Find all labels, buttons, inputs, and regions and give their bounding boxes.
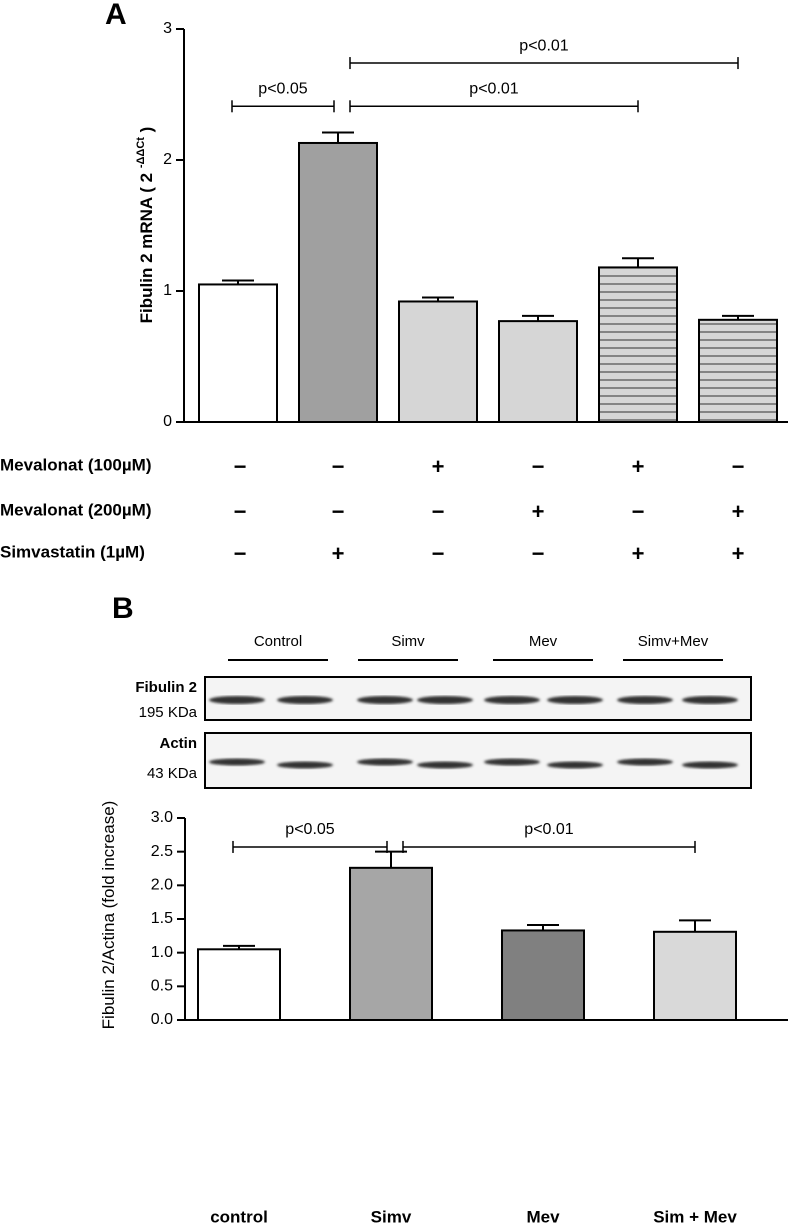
y-tick-label: 0 xyxy=(163,413,172,430)
condition-sign: − xyxy=(332,454,345,479)
bar xyxy=(498,320,578,424)
bar xyxy=(398,300,478,424)
y-tick-label: 2.0 xyxy=(151,877,173,894)
significance-label: p<0.01 xyxy=(524,821,573,838)
y-tick-label: 1 xyxy=(163,282,172,299)
blot-band xyxy=(357,758,413,766)
blot-band xyxy=(209,758,265,766)
condition-sign: − xyxy=(234,499,247,524)
condition-label: Simvastatin (1µM) xyxy=(0,542,145,561)
condition-sign: + xyxy=(332,541,345,566)
y-tick-label: 3.0 xyxy=(151,809,173,826)
y-tick-label: 2.5 xyxy=(151,843,173,860)
condition-sign: + xyxy=(532,499,545,524)
y-tick-label: 2 xyxy=(163,151,172,168)
bar xyxy=(198,283,278,424)
blot-name: Actin xyxy=(160,735,198,752)
condition-sign: − xyxy=(432,499,445,524)
blot-size: 195 KDa xyxy=(139,704,198,721)
blot-band xyxy=(617,696,673,704)
bar xyxy=(501,929,585,1021)
condition-label: Mevalonat (100µM) xyxy=(0,455,152,474)
significance-label: p<0.01 xyxy=(469,81,518,98)
blot-band xyxy=(277,696,333,704)
y-axis-label: Fibulin 2 mRNA ( 2 -ΔΔCt ) xyxy=(135,127,157,324)
blot-band xyxy=(617,758,673,766)
y-tick-label: 0.0 xyxy=(151,1011,173,1028)
y-axis-label-part: Fibulin 2/Actina (fold increase) xyxy=(99,801,118,1030)
panel-label: A xyxy=(105,0,127,31)
x-tick-label: control xyxy=(210,1207,268,1223)
significance-label: p<0.01 xyxy=(519,37,568,54)
y-axis-label: Fibulin 2/Actina (fold increase) xyxy=(99,801,118,1030)
y-axis-label-part: ) xyxy=(137,127,156,137)
blot-name: Fibulin 2 xyxy=(135,679,197,696)
blot-band xyxy=(357,696,413,704)
condition-sign: + xyxy=(432,454,445,479)
x-tick-label: Mev xyxy=(526,1207,560,1223)
blot-band xyxy=(417,696,473,704)
blot-group-label: Simv xyxy=(391,633,425,650)
condition-sign: − xyxy=(632,499,645,524)
y-tick-label: 1.0 xyxy=(151,944,173,961)
blot-band xyxy=(547,761,603,769)
bar xyxy=(298,141,378,423)
blot-band xyxy=(682,761,738,769)
condition-sign: − xyxy=(234,541,247,566)
blot-group-label: Simv+Mev xyxy=(638,633,709,650)
condition-sign: + xyxy=(632,454,645,479)
blot-group-label: Mev xyxy=(529,633,558,650)
blot-band xyxy=(547,696,603,704)
condition-sign: − xyxy=(234,454,247,479)
significance-label: p<0.05 xyxy=(285,821,334,838)
blot-band xyxy=(682,696,738,704)
x-tick-label: Simv xyxy=(371,1207,412,1223)
condition-sign: − xyxy=(332,499,345,524)
bar xyxy=(197,948,281,1021)
y-tick-label: 3 xyxy=(163,20,172,37)
blot-band xyxy=(484,758,540,766)
x-tick-label: Sim + Mev xyxy=(653,1207,737,1223)
significance-label: p<0.05 xyxy=(258,81,307,98)
blot-band xyxy=(417,761,473,769)
blot-size: 43 KDa xyxy=(147,765,198,782)
y-tick-label: 1.5 xyxy=(151,910,173,927)
y-tick-label: 0.5 xyxy=(151,978,173,995)
blot-group-label: Control xyxy=(254,633,302,650)
condition-sign: − xyxy=(532,454,545,479)
condition-sign: + xyxy=(632,541,645,566)
bar xyxy=(698,318,778,424)
panel-label: B xyxy=(112,592,134,625)
blot-band xyxy=(209,696,265,704)
bar xyxy=(598,266,678,424)
bar xyxy=(349,866,433,1021)
bar xyxy=(653,930,737,1021)
condition-sign: − xyxy=(532,541,545,566)
condition-sign: + xyxy=(732,499,745,524)
condition-sign: + xyxy=(732,541,745,566)
condition-sign: − xyxy=(432,541,445,566)
y-axis-label-part: -ΔΔCt xyxy=(135,137,147,168)
blot-band xyxy=(484,696,540,704)
condition-label: Mevalonat (200µM) xyxy=(0,500,152,519)
y-axis-label-part: Fibulin 2 mRNA ( 2 xyxy=(137,168,156,323)
blot-band xyxy=(277,761,333,769)
condition-sign: − xyxy=(732,454,745,479)
